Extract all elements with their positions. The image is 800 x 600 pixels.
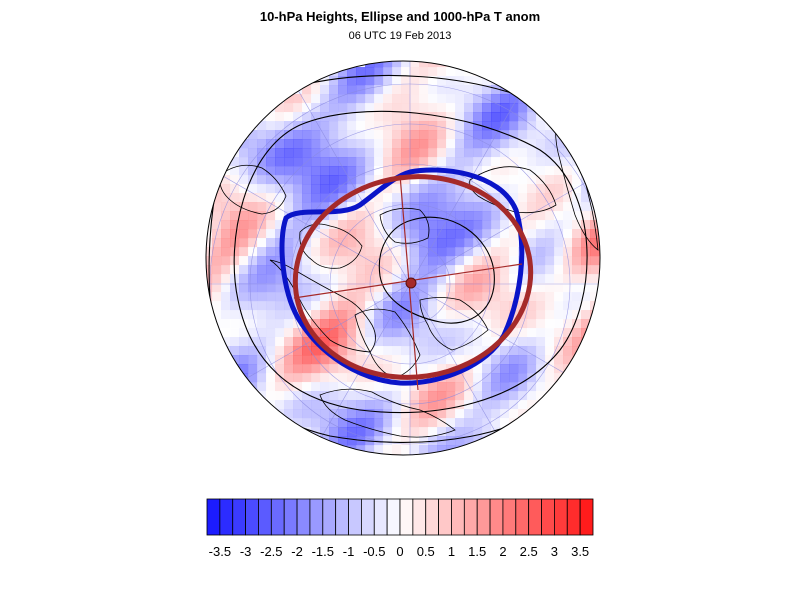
- colorbar-tick-label: 3: [551, 544, 558, 559]
- colorbar-tick-label: 2.5: [520, 544, 538, 559]
- colorbar-tick-label: 1: [448, 544, 455, 559]
- colorbar-box: [438, 498, 452, 536]
- colorbar-box: [463, 498, 478, 536]
- colorbar-tick-label: -1.5: [312, 544, 334, 559]
- colorbar-tick-label: -3: [240, 544, 252, 559]
- colorbar-box: [425, 498, 440, 536]
- colorbar-box: [566, 498, 581, 536]
- colorbar-box: [554, 498, 568, 536]
- colorbar-box: [412, 498, 427, 536]
- colorbar-box: [386, 498, 401, 536]
- colorbar-tick-label: 3.5: [571, 544, 589, 559]
- colorbar-tick-label: -2.5: [260, 544, 282, 559]
- colorbar-box: [348, 498, 362, 536]
- colorbar-box: [258, 498, 272, 536]
- colorbar-tick-label: -2: [291, 544, 303, 559]
- colorbar-box: [335, 498, 349, 536]
- ellipse-center: [405, 277, 417, 289]
- colorbar-tick-label: 0.5: [417, 544, 435, 559]
- colorbar-tick-label: 0: [396, 544, 403, 559]
- colorbar-box: [270, 498, 285, 536]
- colorbar-tick-label: -3.5: [209, 544, 231, 559]
- colorbar-box: [489, 498, 504, 536]
- coastlines: [219, 119, 599, 438]
- map-title: 10-hPa Heights, Ellipse and 1000-hPa T a…: [259, 9, 541, 24]
- colorbar-box: [476, 498, 491, 536]
- colorbar-box: [399, 498, 414, 536]
- colorbar-box: [322, 498, 337, 536]
- colorbar-tick-label: 1.5: [468, 544, 486, 559]
- vortex-ellipse: [292, 174, 534, 380]
- colorbar-box: [451, 498, 465, 536]
- graticule: [206, 61, 600, 455]
- map-boundary: [205, 60, 601, 456]
- polar-map: [205, 60, 601, 456]
- colorbar-boxes: [206, 498, 594, 536]
- colorbar-tick-label: -1: [343, 544, 355, 559]
- map-subtitle: 06 UTC 19 Feb 2013: [348, 30, 452, 42]
- colorbar-tick-label: -0.5: [363, 544, 385, 559]
- colorbar-box: [283, 498, 298, 536]
- colorbar-labels: -3.5 -3 -2.5 -2 -1.5 -1 -0.5 0 0.5 1 1.5 2 2.5 3 3.5: [209, 544, 590, 559]
- colorbar-box: [245, 498, 259, 536]
- colorbar-box: [515, 498, 530, 536]
- colorbar-tick-label: 2: [499, 544, 506, 559]
- colorbar-box: [528, 498, 542, 536]
- colorbar-box: [206, 498, 221, 536]
- colorbar-box: [232, 498, 247, 536]
- colorbar-box: [579, 498, 594, 536]
- colorbar-box: [360, 498, 375, 536]
- colorbar-box: [373, 498, 388, 536]
- colorbar-box: [296, 498, 311, 536]
- colorbar-box: [502, 498, 517, 536]
- colorbar-box: [309, 498, 324, 536]
- colorbar-box: [541, 498, 555, 536]
- colorbar-box: [219, 498, 234, 536]
